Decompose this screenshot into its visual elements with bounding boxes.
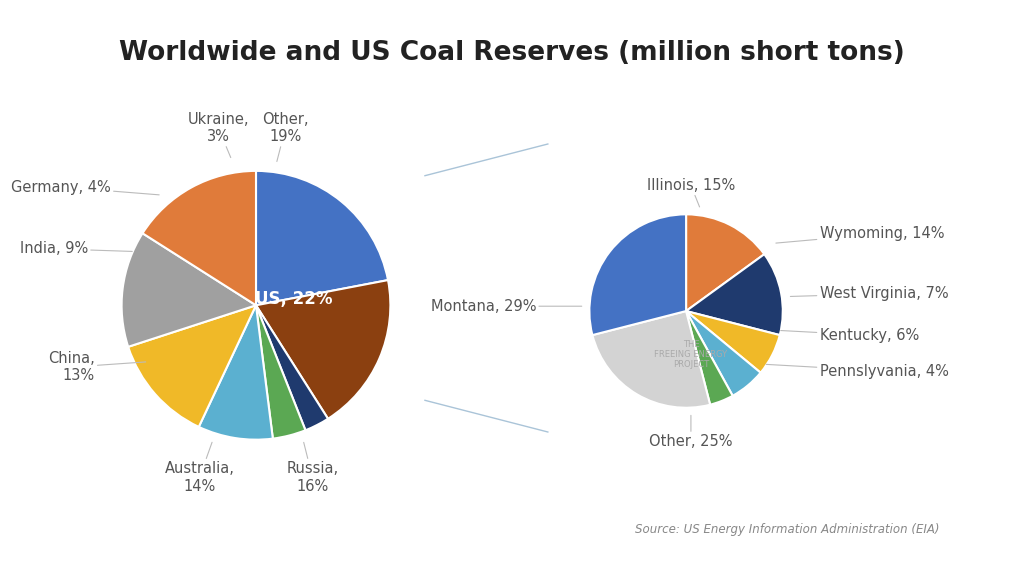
Text: India, 9%: India, 9% bbox=[19, 241, 132, 256]
Wedge shape bbox=[128, 305, 256, 427]
Text: Worldwide and US Coal Reserves (million short tons): Worldwide and US Coal Reserves (million … bbox=[119, 40, 905, 66]
Text: Russia,
16%: Russia, 16% bbox=[287, 442, 339, 494]
Text: Ukraine,
3%: Ukraine, 3% bbox=[187, 112, 249, 158]
Text: Montana, 29%: Montana, 29% bbox=[431, 299, 582, 314]
Text: US, 22%: US, 22% bbox=[255, 290, 333, 308]
Text: Germany, 4%: Germany, 4% bbox=[11, 180, 159, 195]
Text: China,
13%: China, 13% bbox=[48, 351, 145, 383]
Wedge shape bbox=[256, 305, 328, 430]
Wedge shape bbox=[686, 311, 761, 396]
Wedge shape bbox=[686, 311, 732, 405]
Wedge shape bbox=[256, 171, 388, 305]
Text: Other,
19%: Other, 19% bbox=[262, 112, 309, 161]
Wedge shape bbox=[593, 311, 710, 408]
Wedge shape bbox=[256, 280, 390, 419]
Wedge shape bbox=[590, 214, 686, 335]
Text: Source: US Energy Information Administration (EIA): Source: US Energy Information Administra… bbox=[635, 522, 939, 536]
Text: Kentucky, 6%: Kentucky, 6% bbox=[780, 328, 919, 343]
Wedge shape bbox=[122, 233, 256, 347]
Wedge shape bbox=[686, 214, 764, 311]
Text: Wymoming, 14%: Wymoming, 14% bbox=[776, 226, 944, 243]
Wedge shape bbox=[142, 171, 256, 305]
Text: Australia,
14%: Australia, 14% bbox=[165, 442, 234, 494]
Text: West Virginia, 7%: West Virginia, 7% bbox=[791, 286, 948, 301]
Text: Pennslyvania, 4%: Pennslyvania, 4% bbox=[766, 363, 948, 378]
Wedge shape bbox=[686, 311, 779, 373]
Text: Illinois, 15%: Illinois, 15% bbox=[647, 178, 735, 207]
Wedge shape bbox=[256, 305, 305, 438]
Text: THE
FREEING ENERGY
PROJECT: THE FREEING ENERGY PROJECT bbox=[654, 340, 727, 369]
Wedge shape bbox=[686, 254, 782, 335]
Text: Other, 25%: Other, 25% bbox=[649, 415, 732, 449]
Wedge shape bbox=[199, 305, 272, 439]
